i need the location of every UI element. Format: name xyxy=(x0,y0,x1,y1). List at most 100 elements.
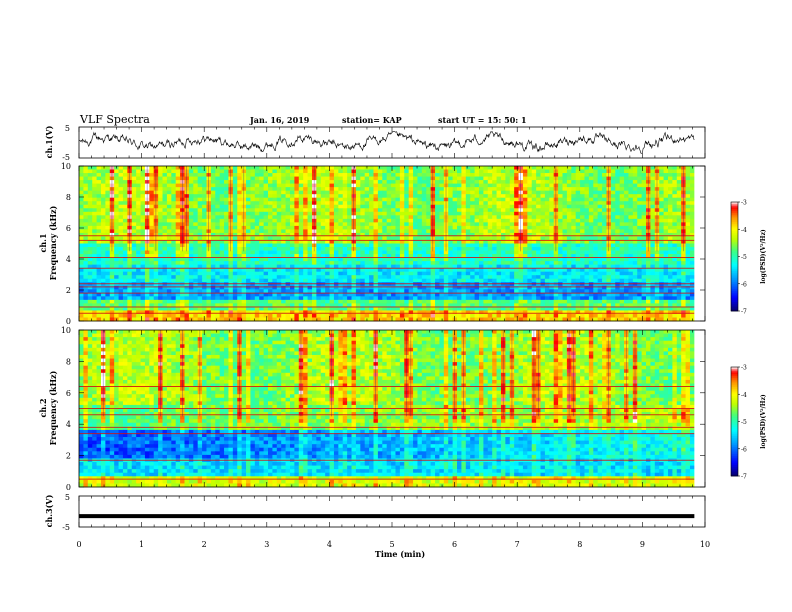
spectrogram-cell xyxy=(478,243,484,248)
spectrogram-cell xyxy=(109,271,115,276)
spectrogram-cell xyxy=(215,197,221,202)
spectrogram-cell xyxy=(650,225,656,230)
spectrogram-cell xyxy=(628,243,634,248)
spectrogram-cell xyxy=(144,285,150,290)
spectrogram-cell xyxy=(377,264,383,269)
spectrogram-cell xyxy=(114,208,119,213)
spectrogram-cell xyxy=(659,204,664,209)
spectrogram-cell xyxy=(259,222,265,227)
spectrogram-cell xyxy=(549,208,555,213)
spectrogram-cell xyxy=(162,261,168,266)
spectrogram-cell xyxy=(338,225,344,230)
spectrogram-cell xyxy=(597,166,603,170)
spectrogram-cell xyxy=(158,180,163,185)
spectrogram-cell xyxy=(259,176,265,181)
spectrogram-cell xyxy=(79,201,84,206)
spectrogram-cell xyxy=(171,208,177,213)
spectrogram-cell xyxy=(342,236,348,241)
spectrogram-cell xyxy=(360,278,366,283)
spectrogram-cell xyxy=(575,236,581,241)
spectrogram-cell xyxy=(254,254,260,258)
spectrogram-cell xyxy=(549,197,555,202)
spectrogram-cell xyxy=(347,222,352,227)
spectrogram-cell xyxy=(566,243,572,248)
spectrogram-cell xyxy=(382,278,388,283)
spectrogram-cell xyxy=(421,211,427,216)
spectrogram-cell xyxy=(615,257,621,262)
spectrogram-cell xyxy=(571,236,577,241)
spectrogram-cell xyxy=(355,211,361,216)
spectrogram-cell xyxy=(465,197,471,202)
spectrogram-cell xyxy=(347,204,352,209)
spectrogram-cell xyxy=(606,275,612,280)
spectrogram-cell xyxy=(461,215,467,220)
spectrogram-cell xyxy=(87,190,93,195)
spectrogram-cell xyxy=(100,180,106,185)
spectrogram-cell xyxy=(382,222,388,227)
spectrogram-cell xyxy=(105,173,111,177)
spectrogram-cell xyxy=(136,208,141,213)
spectrogram-cell xyxy=(338,215,344,220)
spectrogram-cell xyxy=(109,268,115,273)
spectrogram-cell xyxy=(294,204,300,209)
spectrogram-cell xyxy=(492,173,497,177)
spectrogram-cell xyxy=(571,166,577,170)
spectrogram-cell xyxy=(131,225,137,230)
spectrogram-cell xyxy=(131,180,137,185)
spectrogram-cell xyxy=(487,247,493,251)
spectrogram-cell xyxy=(79,176,84,181)
spectrogram-cell xyxy=(202,211,207,216)
spectrogram-cell xyxy=(615,271,621,276)
spectrogram-cell xyxy=(202,254,207,258)
spectrogram-cell xyxy=(672,232,678,237)
spectrogram-cell xyxy=(197,264,203,269)
spectrogram-cell xyxy=(184,261,190,266)
spectrogram-cell xyxy=(364,257,370,262)
spectrogram-cell xyxy=(193,264,199,269)
spectrogram-cell xyxy=(158,239,163,244)
spectrogram-cell xyxy=(615,254,621,258)
spectrogram-cell xyxy=(162,285,168,290)
spectrogram-cell xyxy=(399,257,405,262)
spectrogram-cell xyxy=(474,211,480,216)
spectrogram-cell xyxy=(228,278,234,283)
spectrogram-cell xyxy=(92,201,97,206)
spectrogram-cell xyxy=(118,208,124,213)
spectrogram-cell xyxy=(571,278,577,283)
spectrogram-cell xyxy=(487,278,493,283)
spectrogram-cell xyxy=(210,176,216,181)
spectrogram-cell xyxy=(289,278,295,283)
spectrogram-cell xyxy=(210,208,216,213)
spectrogram-cell xyxy=(421,271,427,276)
spectrogram-cell xyxy=(404,247,410,251)
spectrogram-cell xyxy=(289,236,295,241)
spectrogram-cell xyxy=(215,254,221,258)
spectrogram-cell xyxy=(566,169,572,174)
spectrogram-cell xyxy=(500,285,506,290)
spectrogram-cell xyxy=(153,285,159,290)
spectrogram-cell xyxy=(268,285,273,290)
spectrogram-cell xyxy=(641,243,647,248)
spectrogram-cell xyxy=(624,180,629,185)
spectrogram-cell xyxy=(426,271,432,276)
spectrogram-cell xyxy=(382,215,388,220)
spectrogram-cell xyxy=(593,169,599,174)
spectrogram-cell xyxy=(593,208,599,213)
spectrogram-cell xyxy=(470,208,475,213)
spectrogram-cell xyxy=(118,201,124,206)
spectrogram-cell xyxy=(197,204,203,209)
spectrogram-cell xyxy=(602,275,607,280)
spectrogram-cell xyxy=(421,236,427,241)
spectrogram-cell xyxy=(237,197,243,202)
spectrogram-cell xyxy=(500,187,506,192)
spectrogram-cell xyxy=(237,229,243,234)
spectrogram-cell xyxy=(364,215,370,220)
spectrogram-cell xyxy=(254,257,260,262)
spectrogram-cell xyxy=(580,236,585,241)
spectrogram-cell xyxy=(584,250,590,255)
spectrogram-cell xyxy=(571,208,577,213)
spectrogram-cell xyxy=(215,271,221,276)
spectrogram-cell xyxy=(465,268,471,273)
spectrogram-cell xyxy=(360,285,366,290)
spectrogram-cell xyxy=(171,215,177,220)
